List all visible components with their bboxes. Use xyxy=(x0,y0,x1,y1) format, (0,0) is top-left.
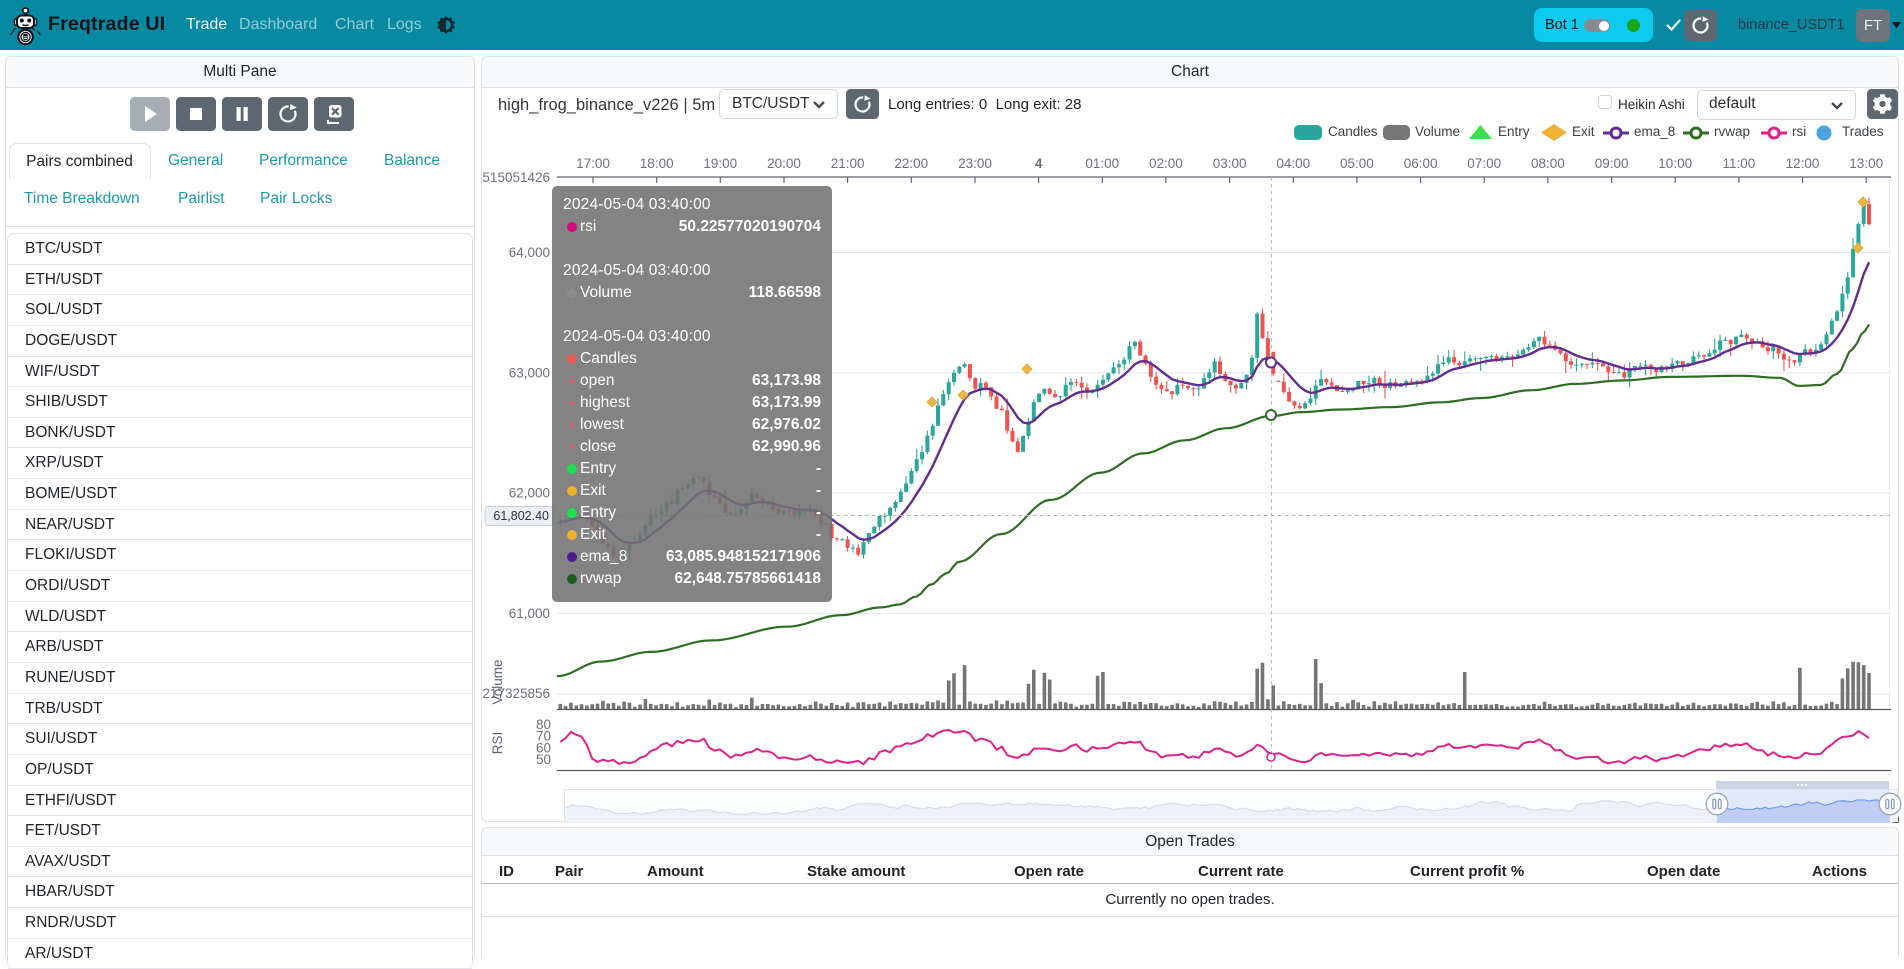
svg-text:RSI: RSI xyxy=(490,732,505,755)
svg-text:64,000: 64,000 xyxy=(509,245,550,260)
svg-text:06:00: 06:00 xyxy=(1404,156,1438,171)
svg-text:07:00: 07:00 xyxy=(1467,156,1501,171)
svg-text:22:00: 22:00 xyxy=(894,156,928,171)
svg-text:01:00: 01:00 xyxy=(1085,156,1119,171)
svg-text:61,802.40: 61,802.40 xyxy=(493,509,549,523)
svg-text:50: 50 xyxy=(536,752,551,767)
svg-text:03:00: 03:00 xyxy=(1213,156,1247,171)
svg-text:217325856: 217325856 xyxy=(482,686,550,701)
svg-text:62,000: 62,000 xyxy=(509,486,550,501)
svg-text:04:00: 04:00 xyxy=(1276,156,1310,171)
svg-text:70: 70 xyxy=(536,729,551,744)
svg-text:23:00: 23:00 xyxy=(958,156,992,171)
svg-text:19:00: 19:00 xyxy=(703,156,737,171)
svg-text:12:00: 12:00 xyxy=(1786,156,1820,171)
svg-text:13:00: 13:00 xyxy=(1849,156,1883,171)
svg-text:20:00: 20:00 xyxy=(767,156,801,171)
svg-text:17:00: 17:00 xyxy=(576,156,610,171)
svg-text:Volume: Volume xyxy=(490,659,505,704)
svg-text:05:00: 05:00 xyxy=(1340,156,1374,171)
svg-text:515051426: 515051426 xyxy=(482,170,550,185)
svg-text:02:00: 02:00 xyxy=(1149,156,1183,171)
svg-text:60: 60 xyxy=(536,740,551,755)
svg-text:21:00: 21:00 xyxy=(831,156,865,171)
svg-text:11:00: 11:00 xyxy=(1723,156,1756,171)
svg-text:08:00: 08:00 xyxy=(1531,156,1565,171)
svg-text:80: 80 xyxy=(536,717,551,732)
svg-text:4: 4 xyxy=(1035,156,1043,171)
svg-text:61,000: 61,000 xyxy=(509,606,550,621)
svg-text:18:00: 18:00 xyxy=(640,156,674,171)
svg-text:63,000: 63,000 xyxy=(509,365,550,380)
svg-text:10:00: 10:00 xyxy=(1658,156,1692,171)
svg-text:09:00: 09:00 xyxy=(1595,156,1629,171)
